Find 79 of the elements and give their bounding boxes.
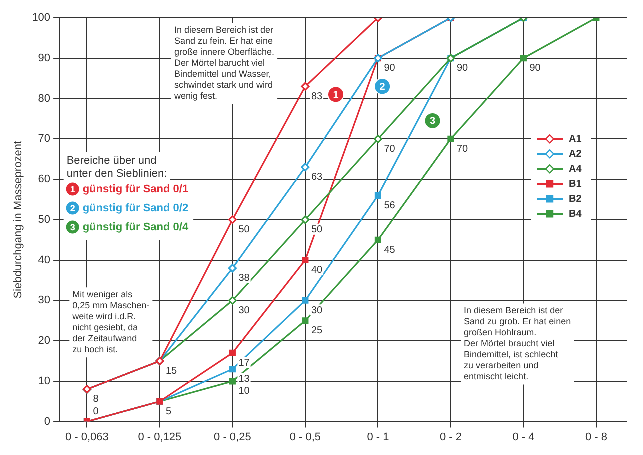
x-tick-label: 0 - 1: [367, 431, 390, 444]
x-tick-label: 0 - 4: [512, 431, 535, 444]
y-tick-label: 0: [44, 416, 51, 428]
y-tick-label: 80: [38, 92, 51, 105]
data-label: 63: [311, 172, 324, 184]
y-tick-label: 40: [38, 254, 51, 266]
data-label: 5: [166, 406, 172, 418]
legend-label: B2: [569, 194, 582, 205]
annotation: günstig für Sand 0/1: [82, 183, 189, 196]
y-axis-title: Siebdurchgang in Masseprozent: [12, 141, 25, 299]
data-label: 13: [238, 374, 250, 386]
point: [228, 264, 237, 273]
annotation: günstig für Sand 0/2: [82, 202, 189, 214]
data-label: 30: [311, 305, 324, 316]
annotation: In diesem Bereich ist der Sand zu grob. Er hat einen großen Hohlraum. Der Mörtel braucht viel Bindemittel, ist schlecht zu verarbeiten und entmischt leicht.: [464, 306, 572, 382]
legend-label: A1: [569, 134, 582, 145]
point: [229, 378, 236, 385]
point: [301, 163, 310, 172]
point: [302, 257, 309, 264]
point: [302, 297, 309, 304]
point: [229, 350, 236, 356]
data-label: 10: [238, 386, 250, 398]
x-tick-label: 0 - 0,25: [214, 431, 252, 444]
y-tick-label: 50: [38, 214, 51, 226]
legend-label: A2: [569, 148, 582, 160]
point: [448, 136, 454, 142]
point: [374, 134, 382, 144]
data-label: 90: [530, 63, 542, 74]
data-label: 25: [311, 326, 324, 337]
data-label: 50: [311, 224, 324, 236]
y-tick-label: 90: [38, 52, 51, 64]
point: [302, 318, 309, 324]
data-label: 83: [311, 91, 324, 102]
point: [301, 216, 310, 224]
point: [228, 216, 237, 224]
annotation: Mit weniger als 0,25 mm Maschen- weite wird i.d.R. nicht gesiebt, da der Zeitaufwand zu hoch ist.: [72, 290, 150, 355]
legend-label: B4: [569, 208, 582, 220]
data-label: 38: [238, 273, 250, 284]
text: 1: [333, 90, 339, 101]
point: [520, 55, 527, 62]
x-tick-label: 0 - 8: [585, 431, 608, 444]
point: [374, 192, 382, 199]
y-tick-label: 10: [38, 375, 51, 388]
x-tick-label: 0 - 2: [440, 431, 462, 444]
data-label: 40: [311, 265, 324, 276]
legend-label: A4: [569, 164, 582, 175]
data-label: 90: [456, 63, 469, 74]
x-tick-label: 0 - 0,5: [290, 431, 322, 444]
data-label: 50: [238, 224, 250, 236]
x-tick-label: 0 - 0,063: [65, 431, 109, 444]
annotation: In diesem Bereich ist der Sand zu fein. Er hat eine große innere Oberfläche. Der Mörtel barucht viel Bindemittel und Wasser, schwindet stark und wird wenig fest.: [173, 25, 275, 102]
annotation: 1: [70, 184, 76, 194]
y-tick-label: 60: [38, 174, 51, 186]
data-label: 8: [93, 394, 100, 406]
y-tick-label: 30: [38, 294, 51, 307]
data-label: 0: [93, 406, 100, 418]
data-label: 56: [384, 200, 396, 212]
annotation: Bereiche über und unter den Sieblinien:: [66, 154, 168, 180]
y-tick-label: 100: [32, 12, 51, 24]
annotation: 3: [70, 222, 76, 232]
data-label: 70: [384, 144, 396, 155]
annotation: 2: [70, 203, 76, 214]
point: [374, 236, 382, 244]
data-label: 45: [384, 244, 396, 256]
data-label: 17: [238, 358, 250, 369]
point: [229, 366, 236, 373]
x-tick-label: 0 - 0,125: [138, 431, 182, 444]
y-tick-label: 70: [38, 133, 51, 146]
data-label: 90: [384, 63, 396, 74]
data-label: 30: [238, 305, 250, 316]
legend-label: B1: [569, 178, 582, 190]
text: 2: [380, 82, 386, 93]
text: 3: [430, 116, 436, 128]
annotation: günstig für Sand 0/4: [82, 221, 190, 234]
y-tick-label: 20: [38, 335, 51, 348]
point: [228, 296, 237, 305]
data-label: 70: [456, 144, 469, 155]
point: [301, 82, 310, 91]
data-label: 15: [166, 366, 178, 377]
